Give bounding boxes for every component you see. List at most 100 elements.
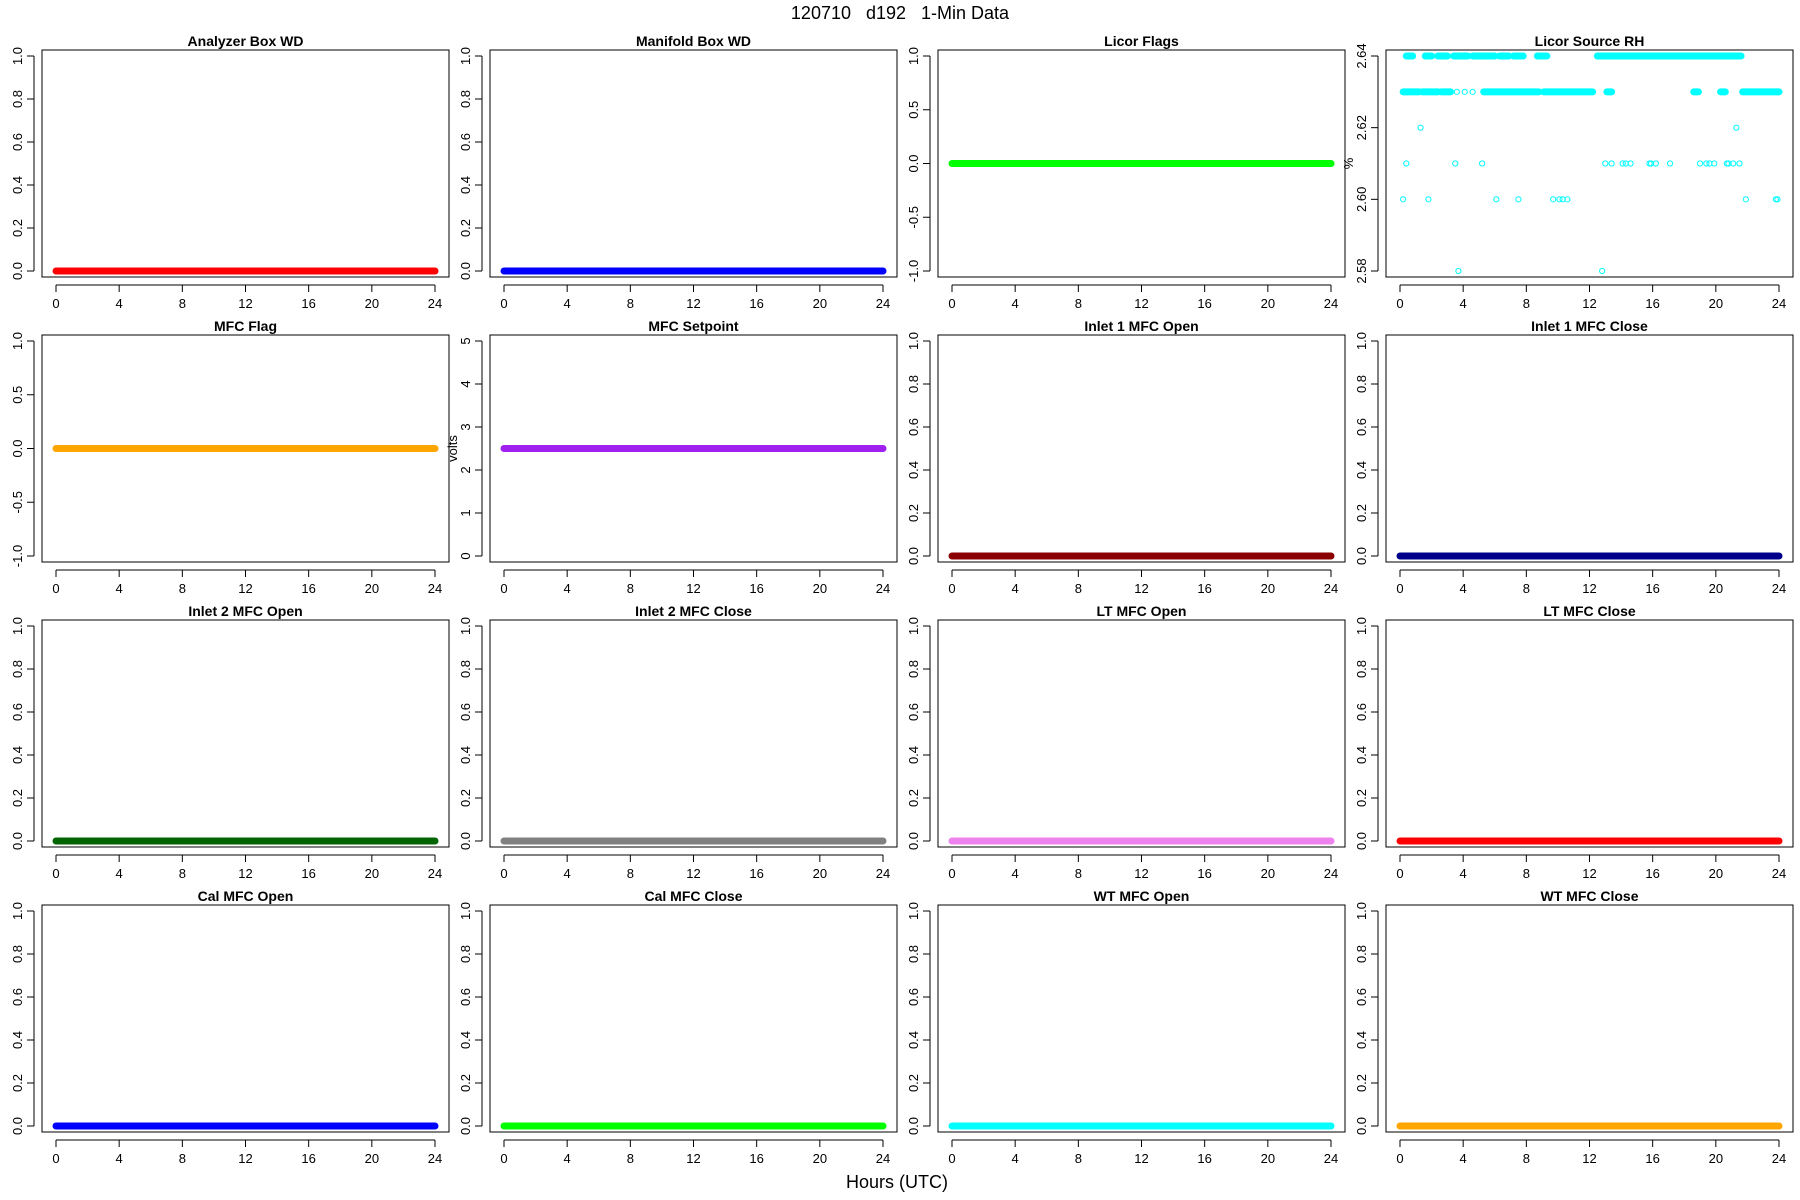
chart-4-y-axis: 2.58 2.60 2.62 2.64 [1354,43,1379,284]
chart-6-title: MFC Setpoint [648,318,739,334]
chart-3-y-tick-label: 0.5 [906,101,921,119]
chart-5-x-tick-label: 16 [301,581,315,596]
chart-7-y-tick-label: 1.0 [906,332,921,350]
chart-5-x-tick-label: 20 [365,581,379,596]
chart-9-title: Inlet 2 MFC Open [188,603,302,619]
chart-5-x-tick-label: 24 [428,581,442,596]
chart-7-x-tick-label: 20 [1261,581,1275,596]
chart-7-y-axis: 0.0 0.2 0.4 0.6 0.8 1.0 [906,332,931,565]
chart-12-y-axis: 0.0 0.2 0.4 0.6 0.8 1.0 [1354,617,1379,850]
chart-3-x-tick-label: 24 [1324,296,1338,311]
chart-4-x-tick-label: 20 [1709,296,1723,311]
chart-4-point [1733,124,1740,131]
chart-5-y-tick-label: -1.0 [10,545,25,567]
chart-3-x-tick-label: 4 [1012,296,1019,311]
chart-12-frame [1385,619,1794,848]
chart-14-y-tick-label: 0.2 [458,1074,473,1092]
chart-10-frame [489,619,898,848]
chart-10-y-tick-label: 0.2 [458,789,473,807]
figure-title: 120710 d192 1-Min Data [791,3,1010,23]
chart-12-x-tick-label: 8 [1523,866,1530,881]
chart-15-x-tick-label: 20 [1261,1151,1275,1166]
chart-6-y-tick-label: 2 [458,466,473,473]
chart-3-x-tick-label: 8 [1075,296,1082,311]
chart-8-x-axis: 0 4 8 12 16 20 24 [1396,569,1786,596]
chart-4-point [1542,88,1549,95]
chart-6-x-tick-label: 16 [749,581,763,596]
chart-4-data [1399,52,1783,275]
chart-13-x-tick-label: 24 [428,1151,442,1166]
chart-7-frame [937,334,1346,563]
chart-4-point [1711,160,1718,167]
chart-8-title: Inlet 1 MFC Close [1531,318,1648,334]
chart-5-y-axis: -1.0 -0.5 0.0 0.5 1.0 [10,332,35,567]
chart-12-x-axis: 0 4 8 12 16 20 24 [1396,854,1786,881]
chart-3: Licor Flags 0 4 8 12 16 20 24 -1.0 -0.5 0.0 0.5 1.0 [906,33,1346,311]
chart-16-x-tick-label: 24 [1772,1151,1786,1166]
chart-12-y-tick-label: 1.0 [1354,617,1369,635]
chart-13-x-axis: 0 4 8 12 16 20 24 [52,1139,442,1166]
chart-14-x-tick-label: 20 [813,1151,827,1166]
chart-5-x-tick-label: 12 [238,581,252,596]
chart-13-x-tick-label: 4 [116,1151,123,1166]
chart-15: WT MFC Open 0 4 8 12 16 20 24 0.0 0.2 0.4 0.6 0.8 1.0 [906,888,1346,1166]
chart-4-point [1532,88,1539,95]
chart-6-y-tick-label: 5 [458,337,473,344]
chart-2-x-tick-label: 20 [813,296,827,311]
chart-12-y-tick-label: 0.4 [1354,746,1369,764]
chart-6-x-tick-label: 8 [627,581,634,596]
chart-16-x-tick-label: 8 [1523,1151,1530,1166]
chart-16-y-tick-label: 0.4 [1354,1031,1369,1049]
chart-8-y-tick-label: 1.0 [1354,332,1369,350]
chart-2-x-tick-label: 0 [500,296,507,311]
chart-4-point [1455,267,1462,275]
chart-10: Inlet 2 MFC Close 0 4 8 12 16 20 24 0.0 0.2 0.4 0.6… [458,603,898,881]
chart-4-point [1608,160,1615,167]
chart-14-x-tick-label: 24 [876,1151,890,1166]
chart-6-x-tick-label: 20 [813,581,827,596]
chart-4-point [1444,88,1451,95]
chart-11-y-tick-label: 1.0 [906,617,921,635]
chart-5-y-tick-label: 1.0 [10,332,25,350]
chart-4-point [1461,88,1468,95]
chart-5-frame [41,334,450,563]
chart-3-x-tick-label: 20 [1261,296,1275,311]
chart-12: LT MFC Close 0 4 8 12 16 20 24 0.0 0.2 0.4 0.6 0.8 1.… [1354,603,1794,881]
chart-9-y-tick-label: 1.0 [10,617,25,635]
chart-4-point [1502,88,1509,95]
chart-13: Cal MFC Open 0 4 8 12 16 20 24 0.0 0.2 0.4 0.6 0.8 1.… [10,888,450,1166]
chart-4-x-tick-label: 8 [1523,296,1530,311]
chart-11-y-tick-label: 0.6 [906,703,921,721]
chart-8-x-tick-label: 4 [1460,581,1467,596]
chart-4-point [1666,160,1674,167]
chart-6-y-tick-label: 0 [458,552,473,559]
chart-4-point [1400,196,1407,203]
chart-3-x-tick-label: 16 [1197,296,1211,311]
chart-14-x-tick-label: 16 [749,1151,763,1166]
chart-4-point [1619,160,1626,167]
chart-6-y-tick-label: 1 [458,509,473,516]
chart-4-point [1550,196,1557,203]
chart-7-y-tick-label: 0.8 [906,375,921,393]
chart-12-x-tick-label: 0 [1396,866,1403,881]
chart-8-x-tick-label: 16 [1645,581,1659,596]
chart-14-x-tick-label: 8 [627,1151,634,1166]
chart-2-x-axis: 0 4 8 12 16 20 24 [500,284,890,311]
chart-9-y-tick-label: 0.4 [10,746,25,764]
chart-4-point [1696,160,1704,167]
chart-11-title: LT MFC Open [1097,603,1187,619]
chart-4-point [1730,160,1737,167]
chart-13-y-tick-label: 0.0 [10,1117,25,1135]
chart-3-x-axis: 0 4 8 12 16 20 24 [948,284,1338,311]
chart-11-frame [937,619,1346,848]
chart-13-x-tick-label: 20 [365,1151,379,1166]
chart-5-y-tick-label: 0.0 [10,439,25,457]
chart-13-y-tick-label: 0.8 [10,945,25,963]
chart-10-x-tick-label: 20 [813,866,827,881]
chart-7-y-tick-label: 0.2 [906,504,921,522]
chart-9-x-tick-label: 0 [52,866,59,881]
chart-7-x-axis: 0 4 8 12 16 20 24 [948,569,1338,596]
chart-4: Licor Source RH0 4 8 12 16 20 242.582.602.622.… [1341,33,1794,311]
chart-15-y-tick-label: 0.0 [906,1117,921,1135]
chart-3-x-tick-label: 0 [948,296,955,311]
